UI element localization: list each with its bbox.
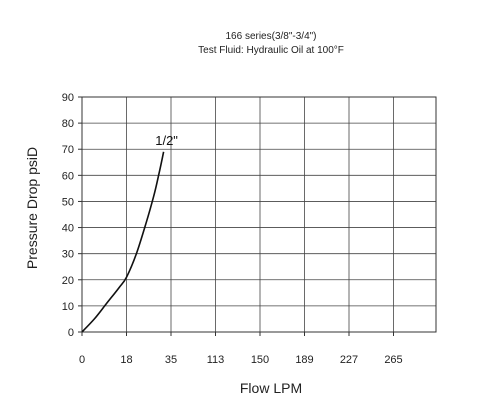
y-tick-label: 90 — [62, 92, 74, 104]
x-tick-label: 0 — [79, 354, 85, 366]
y-tick-label: 80 — [62, 118, 74, 130]
x-tick-label: 113 — [207, 354, 225, 366]
plot-frame — [81, 96, 437, 333]
series-line-1-2-inch — [81, 151, 165, 333]
y-tick-label: 10 — [62, 301, 74, 313]
x-tick-label: 18 — [120, 354, 132, 366]
series-layer: 1/2" — [81, 133, 178, 333]
y-tick-label: 60 — [62, 170, 74, 182]
y-tick-label: 20 — [62, 275, 74, 287]
chart-title: 166 series(3/8"-3/4") — [225, 31, 316, 42]
x-tick-label: 150 — [251, 354, 269, 366]
y-tick-label: 30 — [62, 249, 74, 261]
grid — [82, 97, 436, 332]
y-tick-label: 0 — [68, 327, 74, 339]
x-axis-title: Flow LPM — [240, 380, 302, 396]
chart-subtitle: Test Fluid: Hydraulic Oil at 100°F — [198, 45, 344, 56]
series-label-1-2-inch: 1/2" — [155, 133, 178, 148]
x-tick-label: 227 — [340, 354, 358, 366]
y-tick-label: 50 — [62, 196, 74, 208]
y-tick-label: 70 — [62, 144, 74, 156]
x-tick-label: 265 — [384, 354, 402, 366]
y-axis-title: Pressure Drop psiD — [24, 147, 40, 269]
x-tick-label: 189 — [295, 354, 313, 366]
axis-ticks: 0 10 20 30 40 50 60 70 80 90 0 18 35 113 150 189 227 265 — [62, 92, 403, 366]
y-tick-label: 40 — [62, 223, 74, 235]
x-tick-label: 35 — [165, 354, 177, 366]
